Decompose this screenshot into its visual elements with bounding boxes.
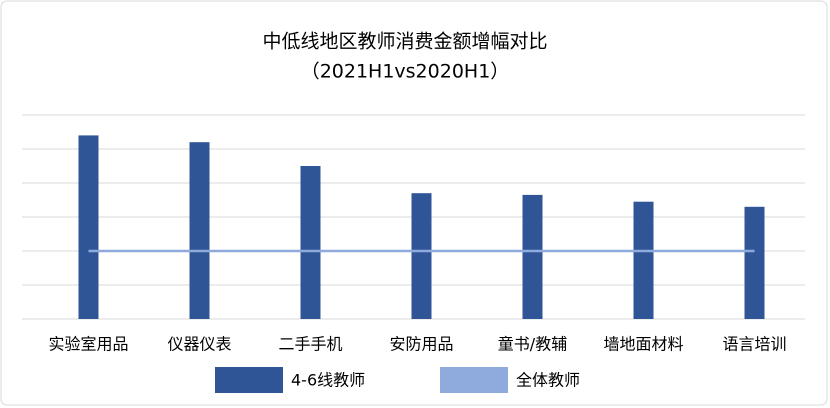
- bar: [744, 206, 765, 319]
- legend-swatch: [440, 367, 508, 393]
- legend-swatch: [215, 367, 283, 393]
- x-tick-label: 墙地面材料: [603, 335, 683, 354]
- chart-title: 中低线地区教师消费金额增幅对比: [262, 31, 547, 53]
- legend-label: 全体教师: [516, 371, 580, 390]
- x-tick-label: 仪器仪表: [167, 335, 231, 354]
- bar: [189, 142, 210, 319]
- bar: [522, 194, 543, 319]
- x-tick-label: 语言培训: [722, 335, 786, 354]
- bar: [633, 201, 654, 319]
- x-tick-label: 童书/教辅: [498, 335, 567, 354]
- legend-label: 4-6线教师: [291, 371, 365, 390]
- bar: [78, 135, 99, 319]
- x-tick-label: 安防用品: [389, 335, 453, 354]
- bar: [300, 166, 321, 319]
- x-tick-label: 实验室用品: [48, 335, 128, 354]
- chart-subtitle: （2021H1vs2020H1）: [301, 61, 510, 83]
- bar: [411, 193, 432, 319]
- x-tick-label: 二手手机: [278, 335, 342, 354]
